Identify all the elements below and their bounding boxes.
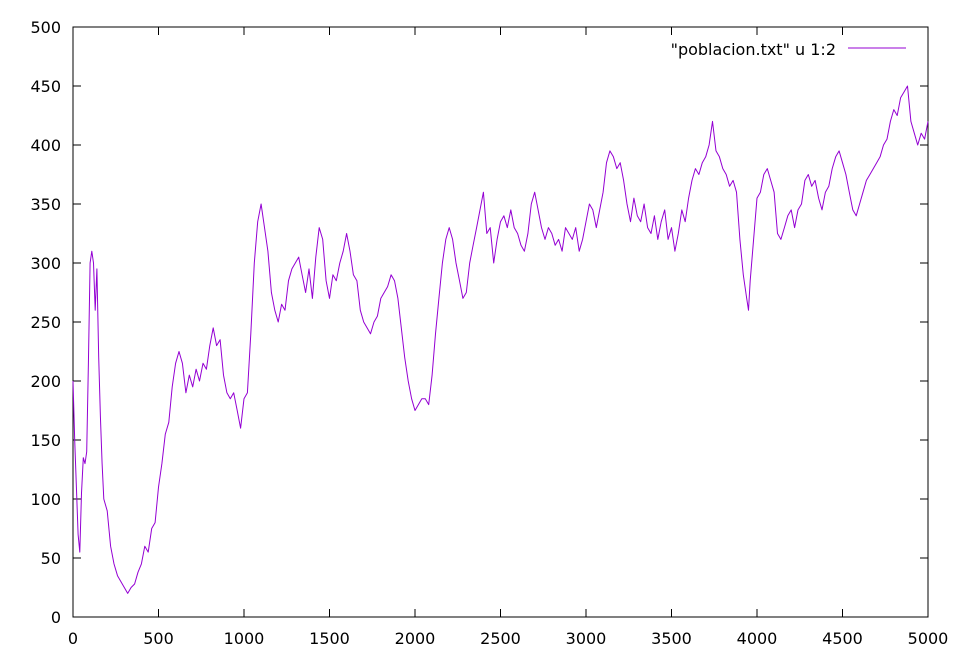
- x-tick-label: 3000: [566, 629, 607, 648]
- x-tick-label: 500: [143, 629, 174, 648]
- y-tick-label: 400: [30, 136, 61, 155]
- y-tick-label: 450: [30, 77, 61, 96]
- series-layer: [72, 85, 929, 594]
- x-tick-label: 2000: [395, 629, 436, 648]
- legend-label: "poblacion.txt" u 1:2: [671, 40, 836, 59]
- y-tick-label: 200: [30, 372, 61, 391]
- y-tick-label: 150: [30, 431, 61, 450]
- axis-ticks: [72, 26, 929, 618]
- x-tick-label: 0: [68, 629, 78, 648]
- axis-tick-labels: 0 500 1000 1500 2000 2500 3000 3500 4000 4500 5000…: [30, 18, 948, 648]
- x-tick-label: 2500: [480, 629, 521, 648]
- y-tick-label: 100: [30, 490, 61, 509]
- y-tick-label: 350: [30, 195, 61, 214]
- y-tick-label: 300: [30, 254, 61, 273]
- y-tick-label: 0: [51, 608, 61, 627]
- y-tick-label: 500: [30, 18, 61, 37]
- series-line: [72, 85, 929, 594]
- x-tick-label: 1000: [224, 629, 265, 648]
- x-tick-label: 1500: [309, 629, 350, 648]
- x-tick-label: 4000: [737, 629, 778, 648]
- y-tick-label: 50: [41, 549, 61, 568]
- x-tick-label: 4500: [822, 629, 863, 648]
- y-tick-label: 250: [30, 313, 61, 332]
- plot-area-frame: [72, 26, 929, 618]
- x-tick-label: 5000: [908, 629, 949, 648]
- x-tick-label: 3500: [651, 629, 692, 648]
- legend: "poblacion.txt" u 1:2: [671, 40, 906, 59]
